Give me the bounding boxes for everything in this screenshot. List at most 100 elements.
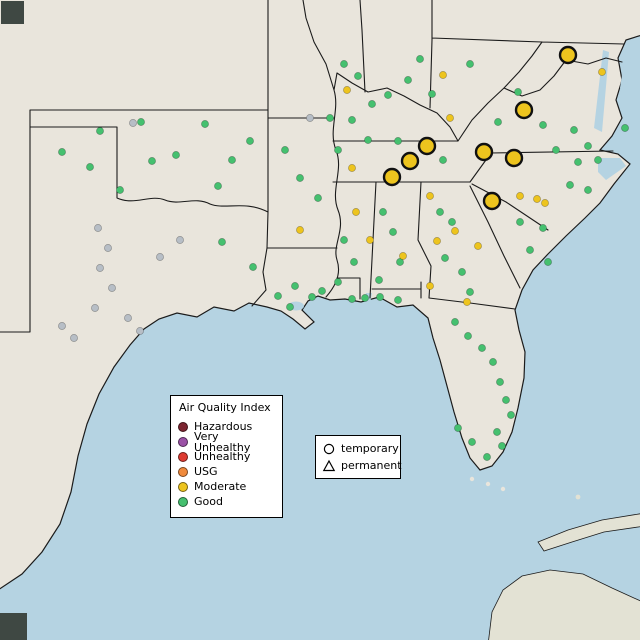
station-good (148, 157, 156, 165)
station-good (348, 116, 356, 124)
station-good (514, 88, 522, 96)
station-good (318, 287, 326, 295)
station-good (507, 411, 515, 419)
station-type-legend: temporary permanent (315, 435, 402, 479)
station-good (396, 258, 404, 266)
station-good (350, 258, 358, 266)
station-temporary-moderate (417, 136, 437, 156)
station-moderate (439, 71, 447, 79)
station-good (389, 228, 397, 236)
station-good (281, 146, 289, 154)
station-good (286, 303, 294, 311)
station-good (544, 258, 552, 266)
legend-row-good: Good (178, 494, 275, 509)
station-good (621, 124, 629, 132)
hazardous-swatch-icon (178, 421, 188, 432)
station-good (308, 293, 316, 301)
station-good (584, 142, 592, 150)
station-good (439, 156, 447, 164)
legend-row-moderate: Moderate (178, 479, 275, 494)
station-good (464, 332, 472, 340)
station-good (489, 358, 497, 366)
map-tile-artifact (0, 613, 27, 640)
station-moderate (463, 298, 471, 306)
station-good (214, 182, 222, 190)
unhealthy-swatch-icon (178, 451, 188, 462)
station-good (249, 263, 257, 271)
station-good (334, 278, 342, 286)
station-moderate (598, 68, 606, 76)
station-good (375, 276, 383, 284)
stations-layer (58, 45, 629, 461)
station-moderate (541, 199, 549, 207)
station-good (334, 146, 342, 154)
legend-label-permanent: permanent (341, 459, 402, 472)
station-good (364, 136, 372, 144)
station-good (552, 146, 560, 154)
legend-label-hazardous: Hazardous (194, 420, 253, 433)
station-moderate (533, 195, 541, 203)
station-temporary-moderate (382, 167, 402, 187)
station-good (201, 120, 209, 128)
legend-row-permanent: permanent (322, 457, 402, 474)
station-temporary-moderate (504, 148, 524, 168)
station-good (441, 254, 449, 262)
station-no-data (70, 334, 78, 342)
station-good (354, 72, 362, 80)
station-good (516, 218, 524, 226)
station-good (394, 296, 402, 304)
station-good (340, 236, 348, 244)
station-good (570, 126, 578, 134)
station-good (498, 442, 506, 450)
station-moderate (352, 208, 360, 216)
station-good (458, 268, 466, 276)
station-good (116, 186, 124, 194)
station-moderate (296, 226, 304, 234)
station-good (496, 378, 504, 386)
legend-label-very-unhealthy: Very Unhealthy (194, 429, 251, 454)
station-moderate (399, 252, 407, 260)
station-good (379, 208, 387, 216)
station-good (314, 194, 322, 202)
station-moderate (426, 192, 434, 200)
station-moderate (474, 242, 482, 250)
map-tile-artifact (1, 1, 24, 24)
legend-label-good: Good (194, 495, 223, 508)
station-good (428, 90, 436, 98)
florida-keys-island (485, 481, 491, 487)
good-swatch-icon (178, 496, 188, 507)
station-good (246, 137, 254, 145)
aqi-legend-title: Air Quality Index (179, 401, 271, 414)
station-moderate (343, 86, 351, 94)
station-temporary-moderate (514, 100, 534, 120)
station-good (539, 121, 547, 129)
station-no-data (58, 322, 66, 330)
station-good (574, 158, 582, 166)
station-good (274, 292, 282, 300)
station-no-data (136, 327, 144, 335)
bahamas-island (575, 494, 581, 500)
station-no-data (156, 253, 164, 261)
station-good (137, 118, 145, 126)
station-good (416, 55, 424, 63)
station-no-data (104, 244, 112, 252)
station-good (454, 424, 462, 432)
legend-row-usg: USG (178, 464, 275, 479)
station-good (584, 186, 592, 194)
station-good (494, 118, 502, 126)
legend-label-usg: USG (194, 465, 218, 478)
station-good (466, 60, 474, 68)
station-good (451, 318, 459, 326)
delaware-bay (620, 42, 633, 92)
legend-label-moderate: Moderate (194, 480, 247, 493)
station-good (404, 76, 412, 84)
station-no-data (96, 264, 104, 272)
station-temporary-moderate (400, 151, 420, 171)
florida-keys-island (469, 476, 475, 482)
station-good (478, 344, 486, 352)
aqi-legend: Air Quality Index Hazardous Very Unhealt… (170, 395, 283, 518)
permanent-triangle-icon (322, 459, 336, 471)
station-good (291, 282, 299, 290)
station-no-data (108, 284, 116, 292)
